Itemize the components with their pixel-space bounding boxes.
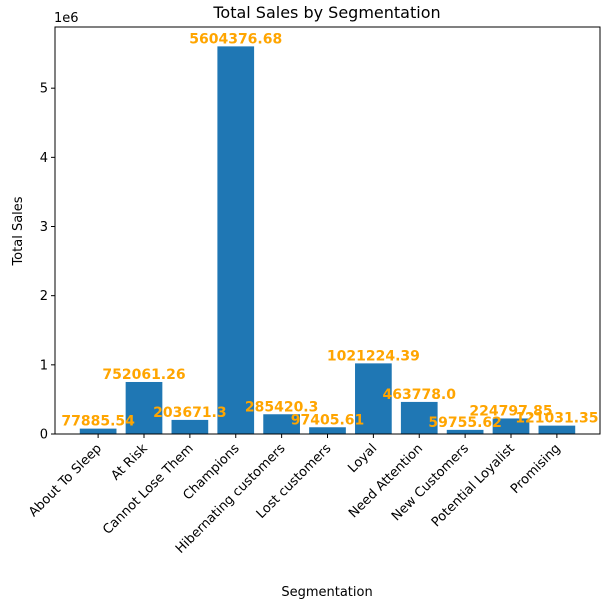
x-tick-label: Cannot Lose Them [100,441,196,537]
y-tick-label: 2 [40,289,48,304]
bar [171,419,209,434]
bar [355,363,392,434]
x-tick-label: New Customers [389,441,472,524]
bar [538,425,576,434]
data-label: 5604376.68 [189,31,282,47]
y-tick-label: 0 [40,428,48,443]
y-axis-label: Total Sales [11,196,26,266]
y-axis-offset-label: 1e6 [54,11,79,26]
data-label: 752061.26 [102,367,185,383]
data-label: 97405.61 [291,412,365,428]
bars-group [79,46,576,434]
bar [492,418,530,434]
data-label: 77885.54 [61,414,135,430]
y-tick-label: 3 [40,220,48,235]
data-labels-group: 77885.54 752061.26 203671.3 5604376.68 28542… [61,31,598,430]
data-label: 203671.3 [153,405,227,421]
x-axis-label: Segmentation [281,585,372,600]
x-tick-label: About To Sleep [26,441,105,520]
data-label: 121031.35 [515,411,598,427]
x-tick-label: Loyal [345,441,380,476]
x-tick-label: Potential Loyalist [429,441,518,530]
y-tick-label: 4 [40,151,48,166]
x-tick-label: Promising [508,441,564,497]
bar [217,46,255,434]
data-label: 59755.62 [428,415,502,431]
y-tick-label: 5 [40,82,48,97]
data-label: 224797.85 [469,403,552,419]
bar [446,429,484,434]
bar [263,414,300,434]
bar [309,427,346,434]
bar [79,428,117,434]
plot-area-frame [54,26,601,435]
chart-title: Total Sales by Segmentation [212,3,440,22]
data-label: 1021224.39 [327,348,420,364]
bar [125,381,163,434]
data-label: 463778.0 [382,387,456,403]
y-axis-ticks: 0 1 2 3 4 5 [40,82,55,443]
x-tick-label: At Risk [109,441,152,484]
y-tick-label: 1 [40,358,48,373]
bar [400,401,438,434]
data-label: 285420.3 [245,399,319,415]
